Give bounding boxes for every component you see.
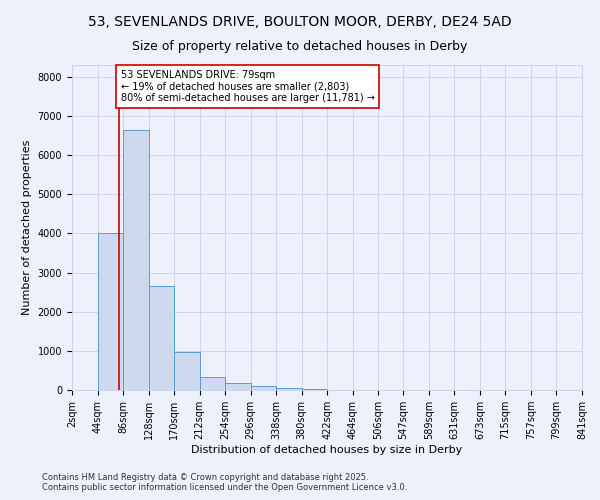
Bar — [149, 286, 174, 390]
Text: 53, SEVENLANDS DRIVE, BOULTON MOOR, DERBY, DE24 5AD: 53, SEVENLANDS DRIVE, BOULTON MOOR, DERB… — [88, 15, 512, 29]
Bar — [225, 383, 251, 390]
Bar — [302, 389, 328, 390]
Bar — [98, 233, 123, 390]
X-axis label: Distribution of detached houses by size in Derby: Distribution of detached houses by size … — [191, 445, 463, 455]
Text: Size of property relative to detached houses in Derby: Size of property relative to detached ho… — [133, 40, 467, 53]
Bar — [174, 352, 200, 390]
Text: 53 SEVENLANDS DRIVE: 79sqm
← 19% of detached houses are smaller (2,803)
80% of s: 53 SEVENLANDS DRIVE: 79sqm ← 19% of deta… — [121, 70, 374, 103]
Bar — [123, 130, 149, 390]
Text: Contains HM Land Registry data © Crown copyright and database right 2025.
Contai: Contains HM Land Registry data © Crown c… — [42, 473, 407, 492]
Bar — [276, 388, 302, 390]
Bar — [251, 386, 276, 390]
Y-axis label: Number of detached properties: Number of detached properties — [22, 140, 32, 315]
Bar — [200, 376, 225, 390]
